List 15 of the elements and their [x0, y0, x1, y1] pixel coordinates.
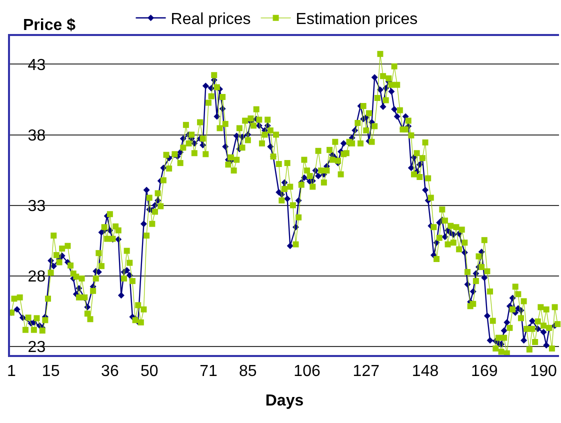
x-tick-label: 85: [239, 363, 257, 380]
x-tick-label: 106: [294, 363, 320, 380]
legend-label: Estimation prices: [296, 11, 418, 28]
legend-label: Real prices: [170, 11, 251, 28]
x-tick-label: 127: [352, 363, 380, 380]
x-tick-label: 190: [530, 363, 557, 380]
x-tick-label: 15: [42, 363, 60, 380]
y-axis-title: Price $: [23, 17, 76, 34]
x-tick-label: 1: [6, 363, 16, 380]
x-tick-label: 148: [412, 363, 439, 380]
x-tick-label: 169: [471, 363, 498, 380]
x-axis-title: Days: [265, 392, 304, 410]
x-tick-label: 50: [140, 363, 158, 380]
x-tick-label: 36: [101, 363, 119, 380]
x-tick-label: 71: [200, 363, 218, 380]
